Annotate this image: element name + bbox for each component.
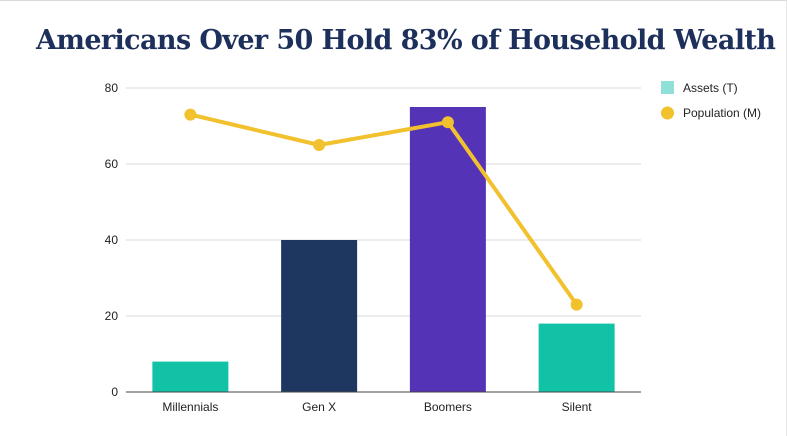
population-point-boomers <box>441 116 454 129</box>
y-tick-label: 0 <box>111 385 118 399</box>
population-point-silent <box>570 298 583 311</box>
y-tick-label: 80 <box>105 81 119 95</box>
x-tick-label: Boomers <box>424 400 472 414</box>
population-point-millennials <box>184 108 197 121</box>
bar-gen-x <box>281 240 358 392</box>
legend-label-assets: Assets (T) <box>683 81 738 95</box>
legend-swatch-assets <box>661 81 674 94</box>
chart-title: Americans Over 50 Hold 83% of Household … <box>36 25 776 56</box>
legend-label-population: Population (M) <box>683 106 761 120</box>
bar-boomers <box>409 107 486 392</box>
x-tick-label: Gen X <box>302 400 336 414</box>
x-tick-label: Silent <box>562 400 593 414</box>
population-point-gen-x <box>313 139 326 151</box>
bar-millennials <box>152 361 229 392</box>
y-tick-label: 60 <box>105 157 119 171</box>
population-line <box>188 112 579 307</box>
bar-silent <box>538 323 615 392</box>
legend-swatch-population <box>661 106 674 120</box>
y-tick-label: 20 <box>105 309 119 323</box>
x-tick-label: Millennials <box>162 400 218 414</box>
y-tick-label: 40 <box>105 233 119 247</box>
